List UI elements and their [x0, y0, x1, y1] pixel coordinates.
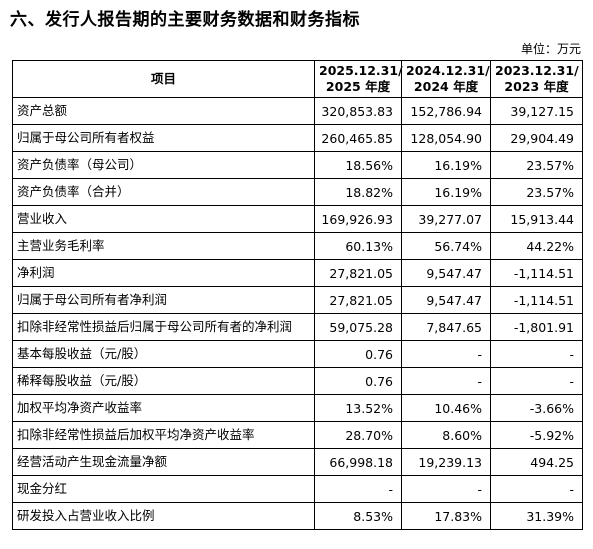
- value-cell: 16.19%: [401, 178, 491, 206]
- item-cell: 加权平均净资产收益率: [12, 394, 315, 422]
- value-cell: 13.52%: [314, 394, 402, 422]
- table-row: 营业收入 169,926.93 39,277.07 15,913.44: [12, 205, 583, 233]
- item-cell: 归属于母公司所有者净利润: [12, 286, 315, 314]
- value-cell: -: [490, 367, 583, 395]
- table-row: 加权平均净资产收益率 13.52% 10.46% -3.66%: [12, 394, 583, 422]
- column-header: 2023.12.31/2023 年度: [490, 60, 583, 98]
- item-cell: 资产总额: [12, 97, 315, 125]
- table-row: 稀释每股收益（元/股） 0.76- -: [12, 367, 583, 395]
- value-cell: 7,847.65: [401, 313, 491, 341]
- value-cell: 10.46%: [401, 394, 491, 422]
- item-cell: 资产负债率（合并）: [12, 178, 315, 206]
- column-header: 2024.12.31/2024 年度: [401, 60, 491, 98]
- table-body: 资产总额 320,853.83 152,786.94 39,127.15 归属于母公司所…: [12, 97, 583, 530]
- value-cell: 169,926.93: [314, 205, 402, 233]
- value-cell: 66,998.18: [314, 448, 402, 476]
- item-cell: 现金分红: [12, 475, 315, 503]
- value-cell: 128,054.90: [401, 124, 491, 152]
- value-cell: 19,239.13: [401, 448, 491, 476]
- section-title: 六、发行人报告期的主要财务数据和财务指标: [10, 10, 360, 30]
- value-cell: 27,821.05: [314, 259, 402, 287]
- value-cell: -: [401, 340, 491, 368]
- value-cell: 59,075.28: [314, 313, 402, 341]
- value-cell: 152,786.94: [401, 97, 491, 125]
- value-cell: 8.53%: [314, 502, 402, 530]
- value-cell: 16.19%: [401, 151, 491, 179]
- value-cell: -: [401, 475, 491, 503]
- value-cell: -1,114.51: [490, 286, 583, 314]
- financial-table: 项目 2025.12.31/2025 年度 2024.12.31/2024 年度 20…: [12, 60, 583, 530]
- table-row: 主营业务毛利率 60.13% 56.74% 44.22%: [12, 232, 583, 260]
- value-cell: 56.74%: [401, 232, 491, 260]
- item-cell: 经营活动产生现金流量净额: [12, 448, 315, 476]
- unit-label: 单位：万元: [520, 42, 581, 56]
- column-header: 2025.12.31/2025 年度: [314, 60, 403, 98]
- table-row: 扣除非经常性损益后加权平均净资产收益率 28.70% 8.60% -5.92%: [12, 421, 583, 449]
- value-cell: 8.60%: [401, 421, 491, 449]
- value-cell: 23.57%: [490, 178, 583, 206]
- item-cell: 资产负债率（母公司）: [12, 151, 315, 179]
- value-cell: -: [490, 340, 583, 368]
- value-cell: -: [490, 475, 583, 503]
- value-cell: 17.83%: [401, 502, 491, 530]
- value-cell: 44.22%: [490, 232, 583, 260]
- item-cell: 稀释每股收益（元/股）: [12, 367, 315, 395]
- item-cell: 研发投入占营业收入比例: [12, 502, 315, 530]
- item-cell: 基本每股收益（元/股）: [12, 340, 315, 368]
- item-cell: 归属于母公司所有者权益: [12, 124, 315, 152]
- item-cell: 营业收入: [12, 205, 315, 233]
- value-cell: 60.13%: [314, 232, 402, 260]
- value-cell: 39,277.07: [401, 205, 491, 233]
- value-cell: 31.39%: [490, 502, 583, 530]
- table-row: 归属于母公司所有者净利润 27,821.05 9,547.47 -1,114.51: [12, 286, 583, 314]
- value-cell: 27,821.05: [314, 286, 402, 314]
- value-cell: -: [401, 367, 491, 395]
- item-cell: 净利润: [12, 259, 315, 287]
- value-cell: -1,114.51: [490, 259, 583, 287]
- column-header: 项目: [12, 60, 315, 98]
- value-cell: 39,127.15: [490, 97, 583, 125]
- value-cell: -: [314, 475, 402, 503]
- table-row: 资产总额 320,853.83 152,786.94 39,127.15: [12, 97, 583, 125]
- value-cell: 494.25: [490, 448, 583, 476]
- value-cell: 320,853.83: [314, 97, 402, 125]
- table-row: 基本每股收益（元/股） 0.76- -: [12, 340, 583, 368]
- value-cell: 29,904.49: [490, 124, 583, 152]
- item-cell: 主营业务毛利率: [12, 232, 315, 260]
- table-row: 经营活动产生现金流量净额 66,998.18 19,239.13 494.25: [12, 448, 583, 476]
- table-row: 研发投入占营业收入比例 8.53% 17.83% 31.39%: [12, 502, 583, 530]
- value-cell: 18.56%: [314, 151, 402, 179]
- table-row: 资产负债率（合并） 18.82% 16.19% 23.57%: [12, 178, 583, 206]
- table-row: 扣除非经常性损益后归属于母公司所有者的净利润 59,075.28 7,847.65-…: [12, 313, 583, 341]
- item-cell: 扣除非经常性损益后加权平均净资产收益率: [12, 421, 315, 449]
- value-cell: -1,801.91: [490, 313, 583, 341]
- value-cell: 260,465.85: [314, 124, 402, 152]
- value-cell: 18.82%: [314, 178, 402, 206]
- table-row: 资产负债率（母公司） 18.56% 16.19% 23.57%: [12, 151, 583, 179]
- table-row: 现金分红 - - -: [12, 475, 583, 503]
- value-cell: 28.70%: [314, 421, 402, 449]
- value-cell: -3.66%: [490, 394, 583, 422]
- value-cell: 0.76: [314, 340, 402, 368]
- item-cell: 扣除非经常性损益后归属于母公司所有者的净利润: [12, 313, 315, 341]
- value-cell: 9,547.47: [401, 286, 491, 314]
- table-row: 净利润 27,821.05 9,547.47 -1,114.51: [12, 259, 583, 287]
- table-row: 归属于母公司所有者权益 260,465.85 128,054.90 29,904.49: [12, 124, 583, 152]
- header-row: 项目 2025.12.31/2025 年度 2024.12.31/2024 年度 20…: [12, 60, 583, 98]
- value-cell: 0.76: [314, 367, 402, 395]
- value-cell: 15,913.44: [490, 205, 583, 233]
- value-cell: -5.92%: [490, 421, 583, 449]
- value-cell: 23.57%: [490, 151, 583, 179]
- value-cell: 9,547.47: [401, 259, 491, 287]
